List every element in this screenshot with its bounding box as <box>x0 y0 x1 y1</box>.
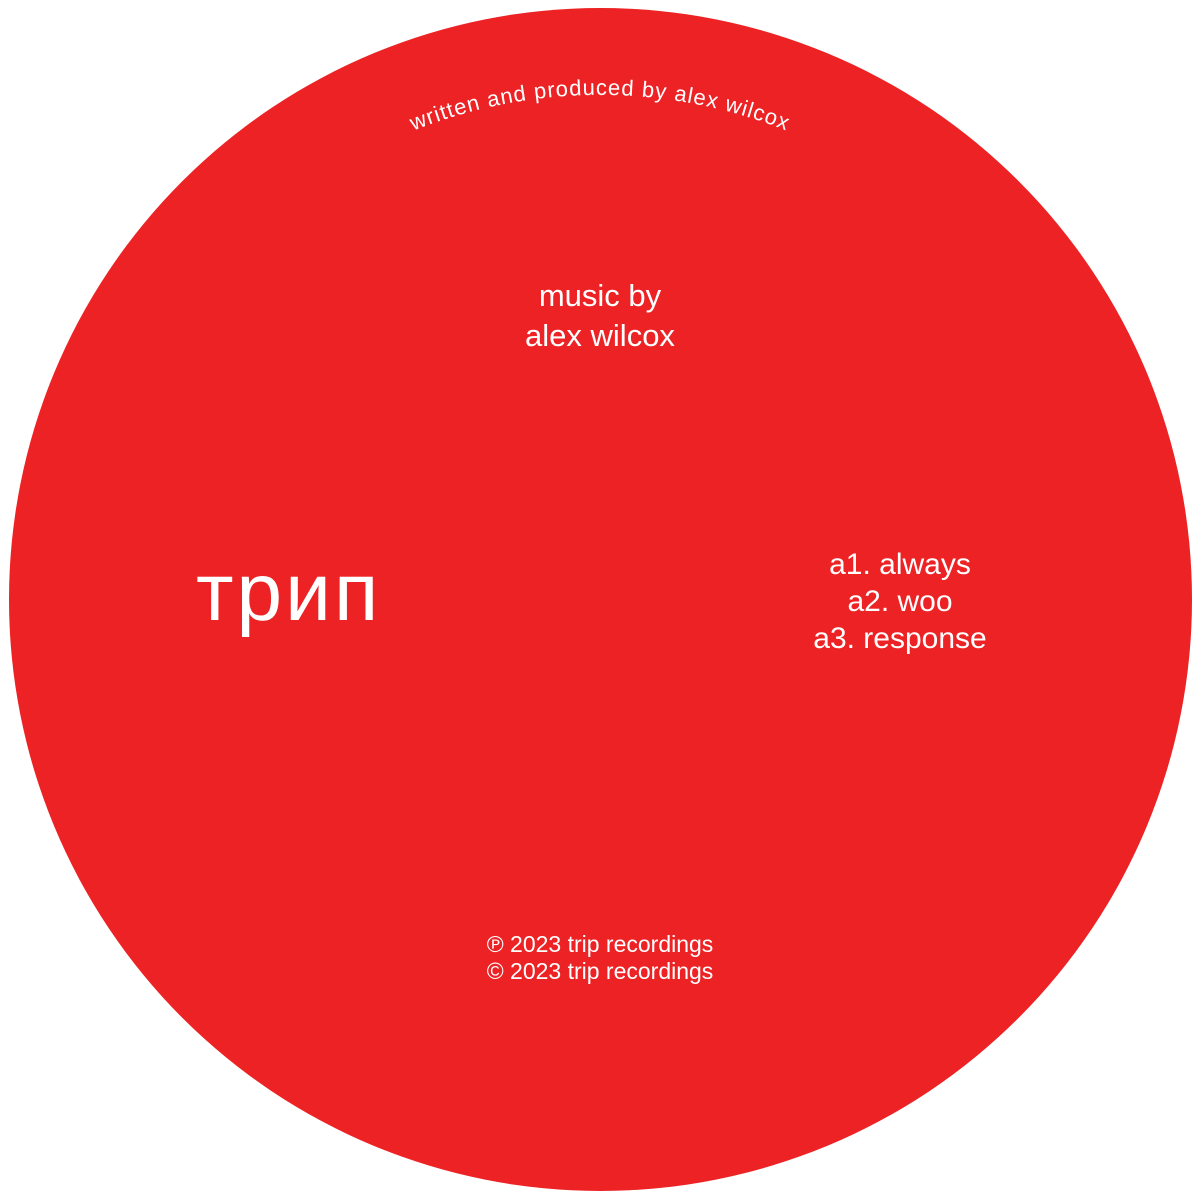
copyright-rights-line: © 2023 trip recordings <box>486 958 714 984</box>
credit-line-music-by: music by <box>538 278 662 313</box>
label-title: трип <box>196 547 382 638</box>
track-item-a1: a1. always <box>829 548 971 581</box>
track-item-a3: a3. response <box>813 622 987 655</box>
tracklist: a1. always a2. woo a3. response <box>750 546 1050 657</box>
credit-line-artist: alex wilcox <box>525 318 675 353</box>
phonogram-rights-line: ℗ 2023 trip recordings <box>486 931 714 957</box>
music-by-credit: music by alex wilcox <box>0 276 1200 356</box>
track-item-a2: a2. woo <box>847 585 953 618</box>
vinyl-label-disc <box>9 8 1192 1191</box>
rights-footer: ℗ 2023 trip recordings © 2023 trip recor… <box>0 931 1200 985</box>
